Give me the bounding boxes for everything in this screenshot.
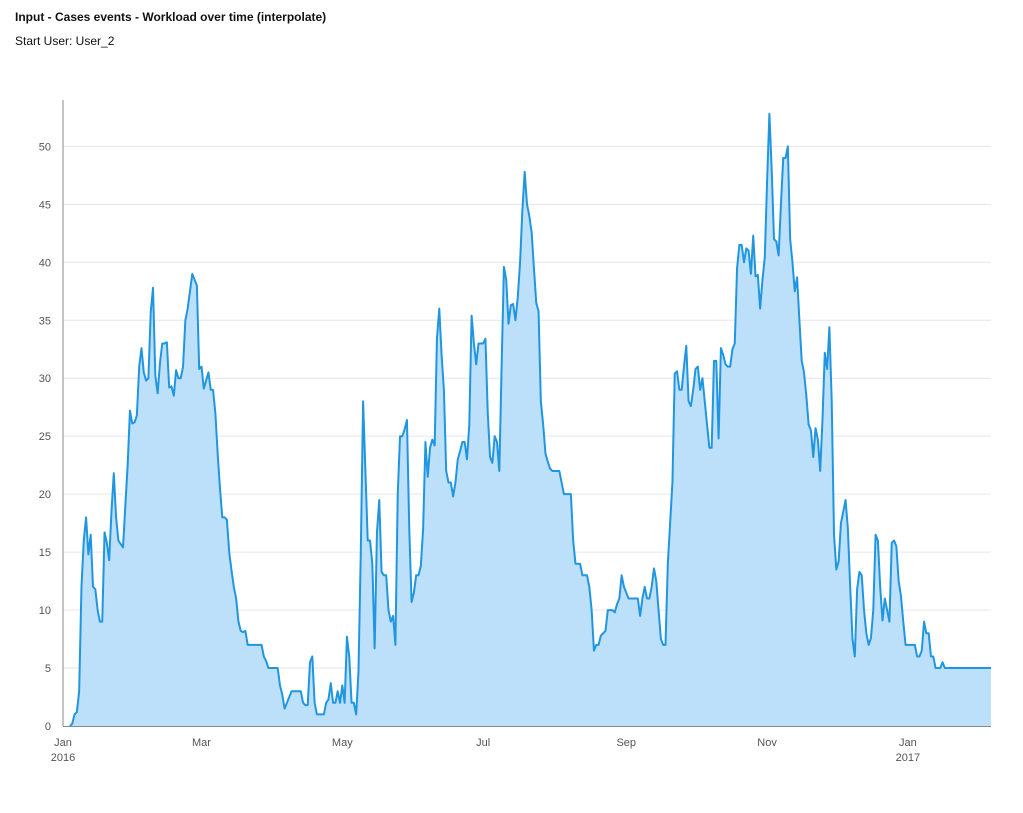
chart-header: Input - Cases events - Workload over tim… [15, 9, 326, 49]
y-tick-label: 25 [39, 431, 51, 443]
y-tick-label: 45 [39, 199, 51, 211]
x-tick-label: May [332, 737, 353, 749]
y-tick-label: 15 [39, 547, 51, 559]
y-tick-label: 35 [39, 315, 51, 327]
y-tick-label: 40 [39, 257, 51, 269]
x-axis-ticks: Jan 2016 Mar May Jul Sep Nov Jan 2017 [51, 737, 920, 764]
y-axis-ticks: 0 5 10 15 20 25 30 35 40 45 50 [39, 141, 51, 733]
chart-title: Input - Cases events - Workload over tim… [15, 10, 327, 24]
x-tick-label: Mar [192, 737, 211, 749]
x-tick-year-label: 2017 [896, 752, 920, 764]
y-tick-label: 0 [45, 721, 51, 733]
y-tick-label: 30 [39, 373, 51, 385]
chart-subtitle: Start User: User_2 [15, 34, 115, 48]
x-tick-year-label: 2016 [51, 752, 75, 764]
x-tick-label: Jul [476, 737, 490, 749]
y-tick-label: 50 [39, 141, 51, 153]
axes [62, 100, 991, 727]
x-tick-label: Nov [757, 737, 777, 749]
y-tick-label: 5 [45, 663, 51, 675]
x-tick-label: Sep [616, 737, 636, 749]
x-tick-label: Jan [899, 737, 917, 749]
y-tick-label: 20 [39, 489, 51, 501]
series-area [69, 113, 992, 726]
series-line [69, 112, 991, 727]
x-tick-label: Jan [54, 737, 72, 749]
series-layer [69, 112, 992, 727]
y-tick-label: 10 [39, 605, 51, 617]
